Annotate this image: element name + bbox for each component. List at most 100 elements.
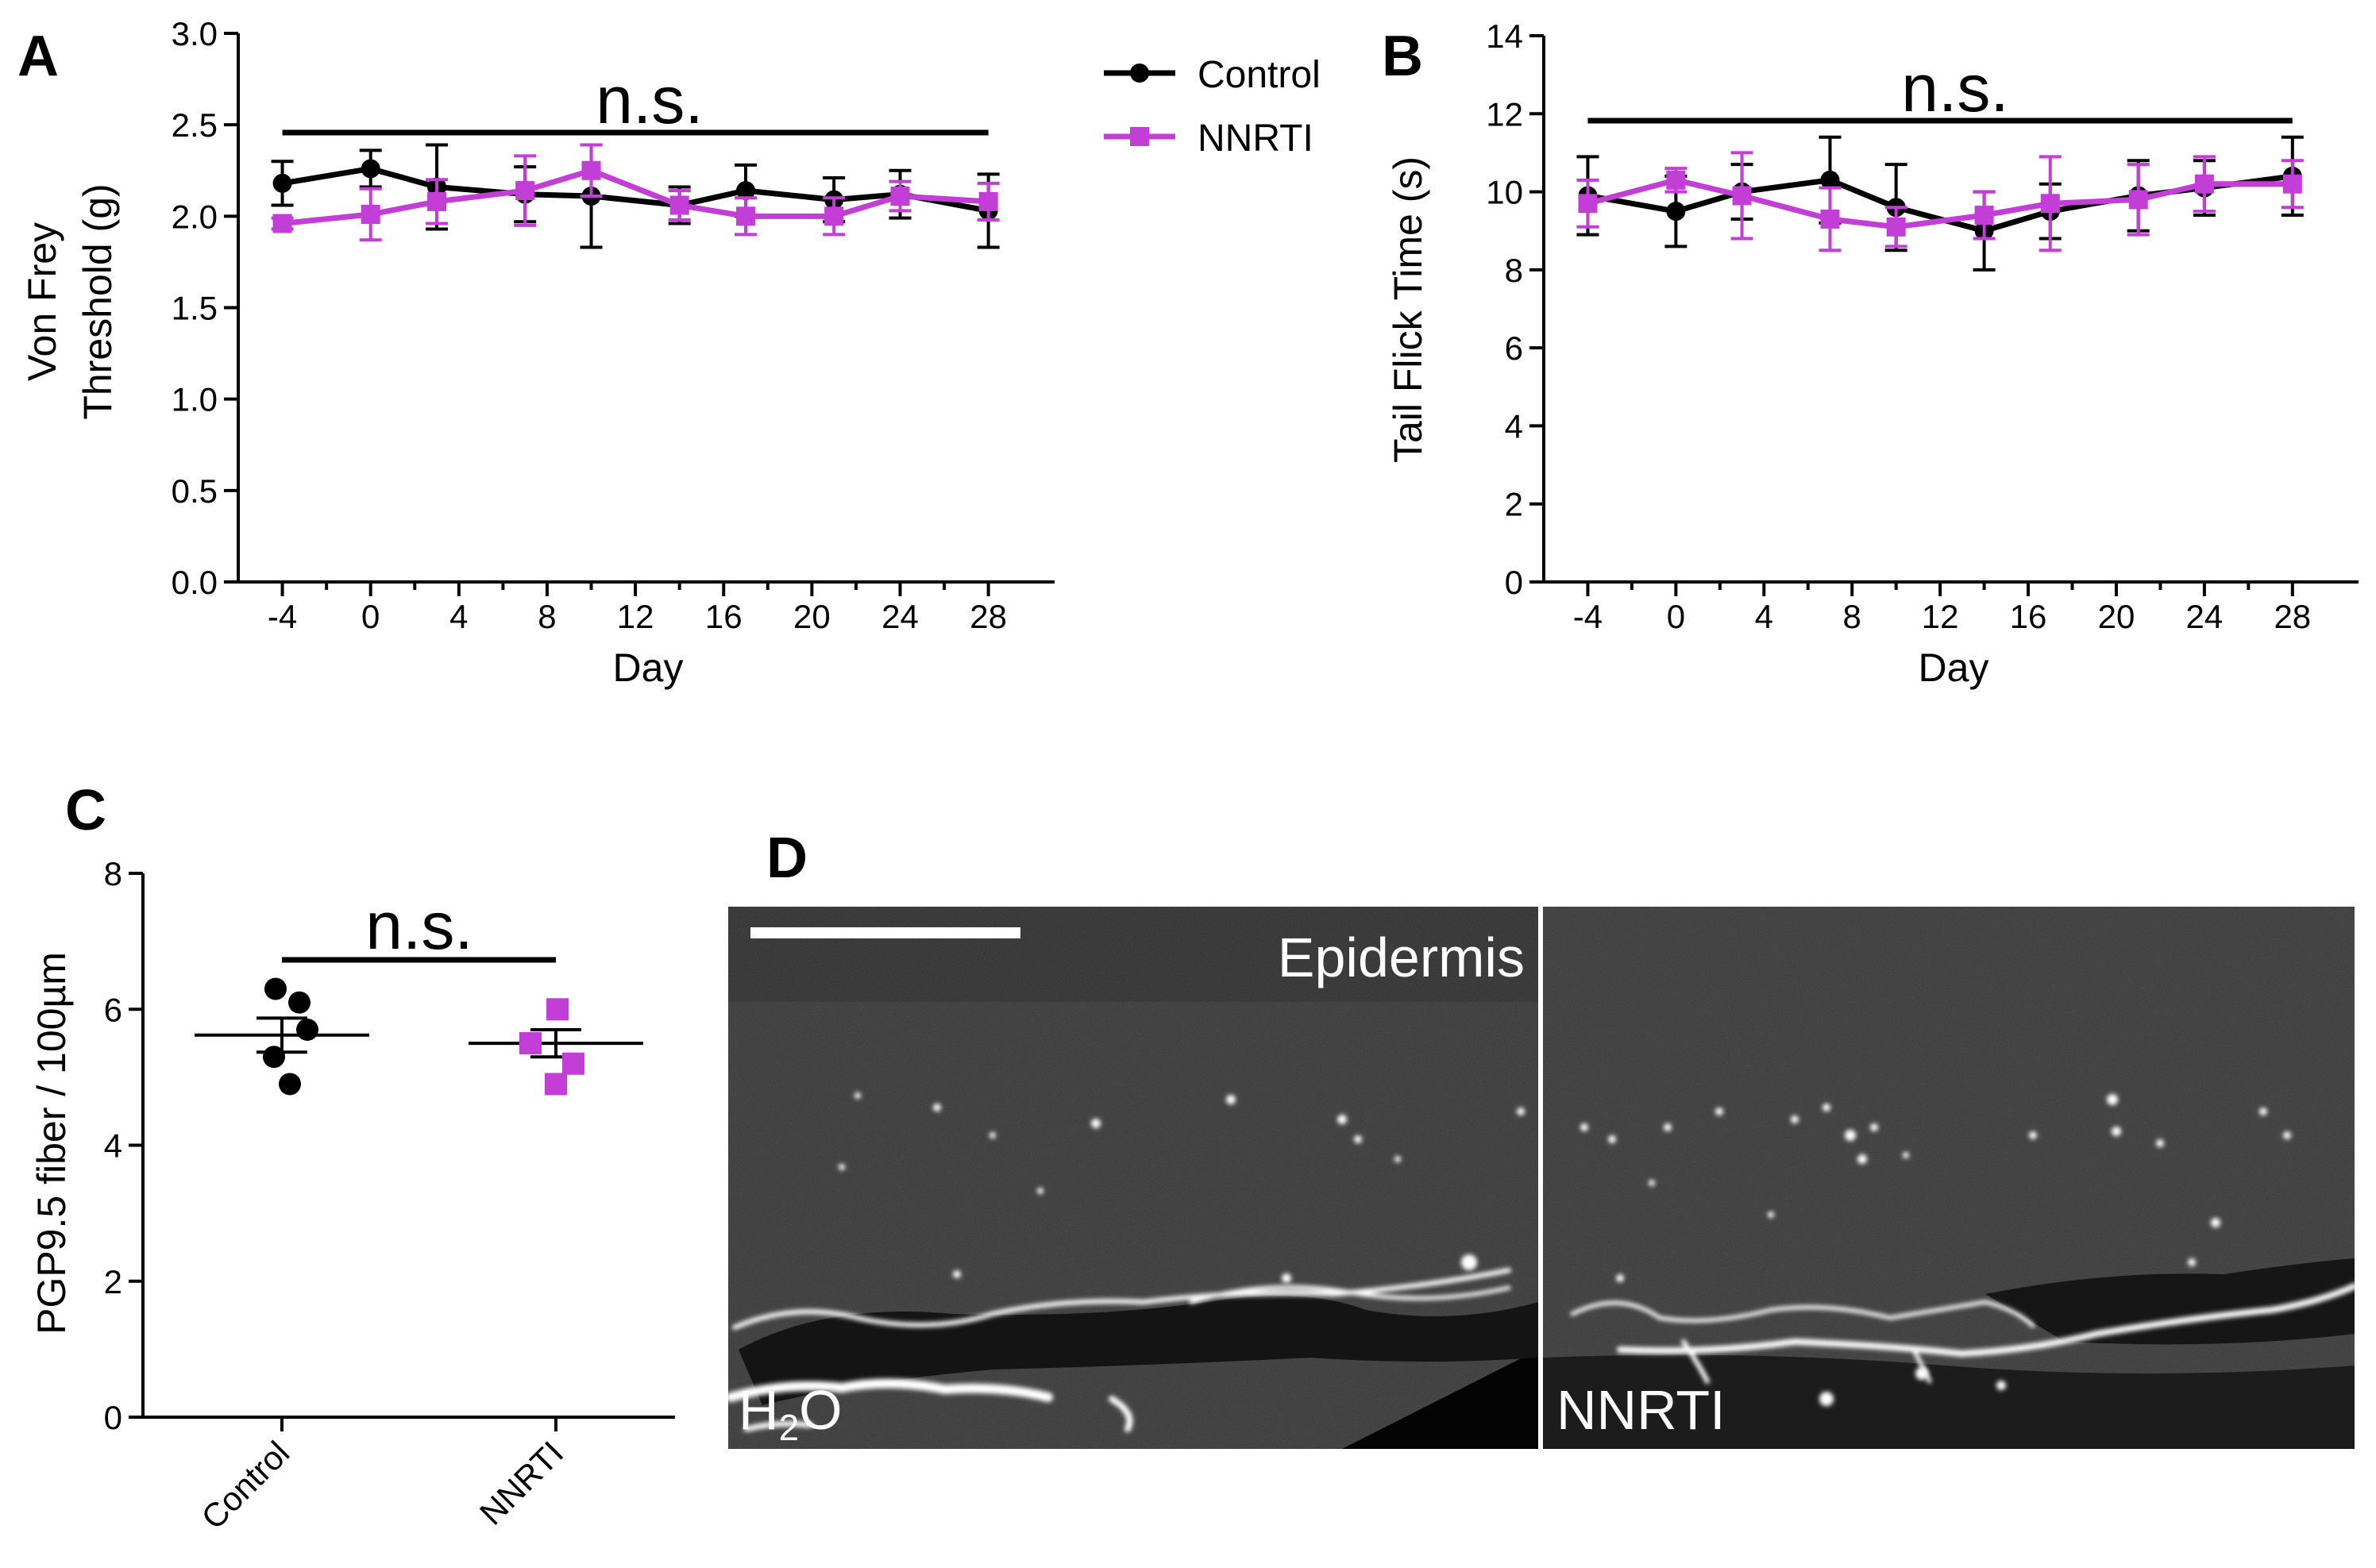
chart-a-ytick-label: 2.0 (172, 198, 218, 235)
chart-a-xtick-label: 24 (881, 598, 919, 635)
chart-c-xtick-label: NNRTI (472, 1434, 570, 1531)
legend-control-label: Control (1198, 54, 1321, 96)
chart-a-ylabel-line1: Von Frey (20, 222, 64, 381)
chart-b-nnrti-point (2040, 194, 2060, 214)
legend-control-marker (1130, 64, 1149, 83)
chart-b-nnrti-point (1732, 186, 1752, 206)
chart-c-nnrti-point (546, 998, 569, 1021)
label-epidermis: Epidermis (1278, 927, 1525, 988)
chart-b-annotation: n.s. (1901, 51, 2008, 125)
chart-a-ytick-label: 0.0 (172, 564, 218, 601)
chart-c-xtick-label: Control (194, 1434, 296, 1536)
chart-b-ytick-label: 2 (1505, 486, 1523, 523)
chart-a-nnrti-point (736, 206, 756, 226)
chart-b-control-point (1820, 170, 1840, 190)
chart-a-xtick-label: 28 (970, 598, 1007, 635)
chart-a-ytick-label: 1.0 (172, 381, 218, 418)
chart-b-ytick-label: 12 (1486, 95, 1523, 133)
chart-a-xtick-label: 0 (361, 598, 380, 635)
panel-d: Epidermis H2O (726, 907, 2358, 1449)
chart-b-ytick-label: 0 (1505, 564, 1523, 601)
chart-a-xlabel: Day (613, 645, 684, 690)
chart-a-nnrti-point (272, 214, 292, 233)
chart-c-control-point (296, 1018, 318, 1041)
chart-b: n.s. Day Tail Flick Time (s) 02468101214… (1386, 17, 2359, 690)
chart-c-control-point (279, 1073, 301, 1096)
chart-c-nnrti-point (562, 1052, 584, 1075)
scale-bar (750, 927, 1020, 938)
chart-b-nnrti-point (2128, 190, 2148, 210)
chart-a-nnrti-line (282, 168, 989, 227)
chart-a-nnrti-point (581, 160, 601, 180)
panel-label-c: C (65, 779, 106, 842)
panel-label-d: D (766, 826, 808, 890)
chart-b-xtick-label: 20 (2098, 598, 2135, 635)
chart-c-ytick-label: 2 (104, 1263, 122, 1300)
chart-c-nnrti-point (545, 1073, 567, 1096)
chart-b-nnrti-point (1820, 209, 1840, 229)
chart-a-xtick-label: 20 (793, 598, 831, 635)
chart-b-xtick-label: 28 (2274, 598, 2311, 635)
chart-b-ytick-label: 14 (1486, 17, 1523, 55)
chart-b-xtick-label: -4 (1573, 598, 1603, 635)
chart-c: n.s. PGP9.5 fiber / 100µm 0 2 4 6 8 Control NN… (29, 855, 675, 1536)
chart-a-nnrti-point (824, 206, 844, 226)
chart-b-nnrti-point (1666, 170, 1686, 190)
chart-b-nnrti-point (2194, 174, 2214, 194)
chart-c-ytick-label: 0 (104, 1399, 122, 1436)
chart-a-control-point (361, 159, 380, 179)
chart-b-ytick-label: 10 (1486, 174, 1523, 211)
chart-a-ylabel-line2: Threshold (g) (75, 183, 120, 419)
chart-c-ytick-label: 8 (104, 855, 122, 892)
chart-a-xtick-label: -4 (268, 598, 297, 635)
chart-a-xtick-label: 12 (617, 598, 654, 635)
chart-a-ytick-label: 3.0 (172, 15, 218, 52)
chart-a-ytick-label: 1.5 (172, 290, 218, 327)
chart-a: n.s. Day Von Frey Threshold (g) 0.0 0.5 1.… (20, 15, 1055, 690)
chart-c-ytick-label: 6 (104, 991, 122, 1028)
chart-b-nnrti-point (2282, 174, 2302, 194)
legend: Control NNRTI (1104, 54, 1321, 160)
chart-b-control-point (1666, 202, 1686, 222)
chart-a-nnrti-point (515, 181, 535, 201)
chart-a-annotation: n.s. (596, 63, 703, 137)
chart-a-xtick-label: 8 (538, 598, 556, 635)
panel-label-a: A (17, 25, 59, 88)
chart-b-xtick-label: 0 (1667, 598, 1685, 635)
chart-b-nnrti-point (1578, 194, 1598, 214)
chart-a-xtick-label: 16 (705, 598, 742, 635)
chart-a-nnrti-point (890, 186, 910, 206)
label-nnrti: NNRTI (1556, 1379, 1726, 1441)
chart-a-ytick-label: 2.5 (172, 106, 218, 144)
chart-b-ytick-label: 6 (1505, 329, 1523, 367)
legend-nnrti-marker (1130, 127, 1149, 146)
chart-b-xlabel: Day (1919, 645, 1989, 690)
chart-c-annotation: n.s. (365, 888, 472, 963)
chart-b-xtick-label: 16 (2010, 598, 2047, 635)
chart-b-nnrti-point (1886, 217, 1906, 237)
chart-a-ytick-label: 0.5 (172, 472, 218, 510)
chart-b-nnrti-line (1587, 177, 2293, 230)
chart-a-nnrti-point (978, 191, 998, 211)
micrograph-nnrti: NNRTI (1543, 907, 2358, 1449)
chart-a-control-point (736, 181, 756, 201)
label-h2o: H2O (739, 1379, 843, 1448)
chart-b-xtick-label: 24 (2186, 598, 2224, 635)
chart-a-nnrti-point (361, 205, 380, 225)
micrograph-h2o: Epidermis H2O (726, 907, 1538, 1449)
chart-a-nnrti-point (669, 195, 689, 215)
chart-a-control-point (272, 173, 292, 193)
chart-b-xtick-label: 12 (1922, 598, 1959, 635)
chart-c-control-point (288, 991, 310, 1014)
chart-b-xtick-label: 8 (1843, 598, 1861, 635)
chart-c-nnrti-point (519, 1032, 542, 1055)
chart-c-control-point (263, 1046, 285, 1069)
chart-b-ylabel: Tail Flick Time (s) (1386, 156, 1430, 463)
chart-a-nnrti-point (427, 191, 447, 211)
chart-c-ylabel: PGP9.5 fiber / 100µm (29, 952, 74, 1335)
chart-c-ytick-label: 4 (104, 1127, 122, 1165)
chart-b-xtick-label: 4 (1755, 598, 1773, 635)
chart-a-control-line (281, 165, 989, 214)
chart-b-ytick-label: 8 (1505, 252, 1523, 289)
